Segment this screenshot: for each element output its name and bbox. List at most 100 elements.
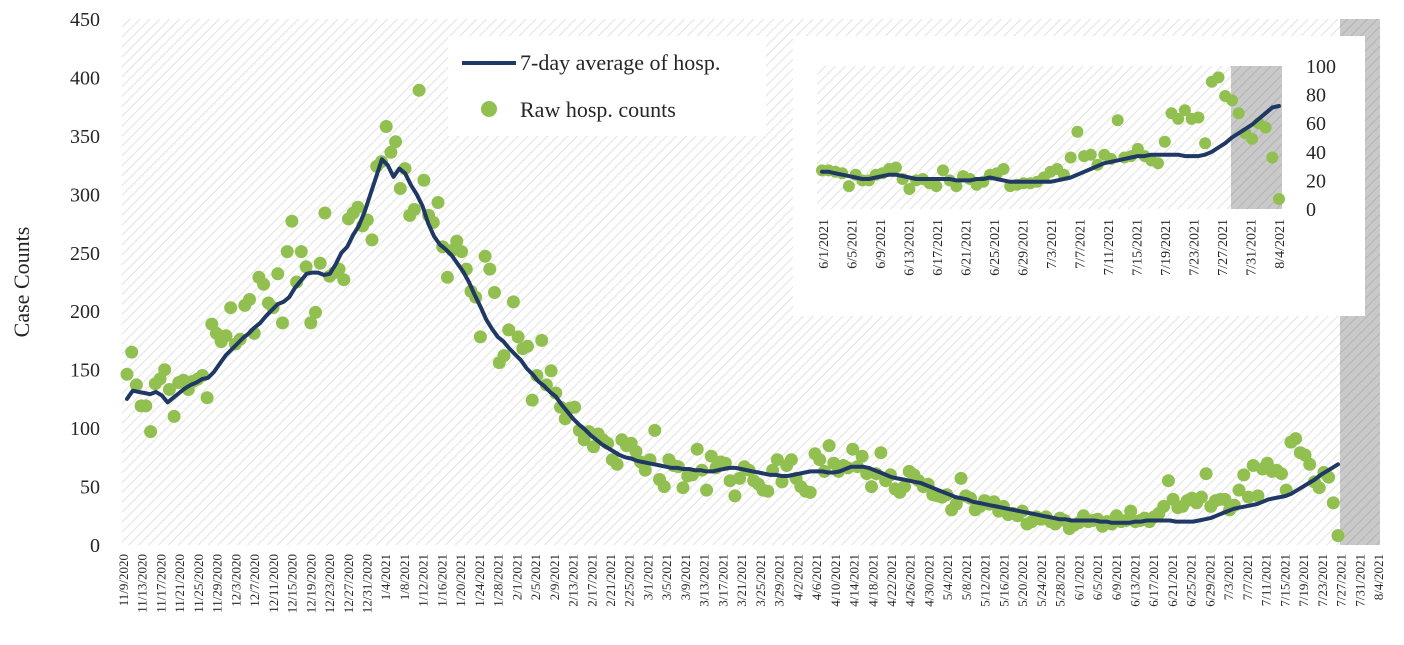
x-tick-label: 12/15/2020 [285, 554, 300, 613]
x-tick-label: 4/10/2021 [828, 554, 843, 607]
x-tick-label: 1/20/2021 [453, 554, 468, 607]
inset-y-tick-label: 60 [1306, 113, 1326, 135]
raw-count-point [318, 206, 332, 220]
legend-raw-label: Raw hosp. counts [520, 97, 676, 122]
raw-count-point [1251, 489, 1265, 503]
inset-x-tick-label: 7/27/2021 [1216, 219, 1231, 276]
inset-raw-count-point [950, 180, 963, 193]
raw-count-point [243, 293, 256, 306]
raw-count-point [200, 391, 214, 405]
raw-count-point [280, 245, 294, 259]
legend-background [448, 36, 766, 136]
x-tick-label: 2/13/2021 [566, 554, 581, 607]
x-tick-label: 5/4/2021 [940, 554, 955, 600]
x-tick-label: 1/12/2021 [416, 554, 431, 607]
x-tick-label: 7/7/2021 [1240, 554, 1255, 600]
x-tick-label: 12/23/2020 [322, 554, 337, 613]
x-tick-label: 2/1/2021 [509, 554, 524, 600]
raw-count-point [954, 471, 968, 485]
inset-x-tick-label: 6/13/2021 [903, 219, 918, 276]
raw-count-point [431, 196, 445, 209]
x-tick-label: 4/6/2021 [809, 554, 824, 600]
raw-count-point [483, 262, 497, 276]
inset-x-tick-label: 6/25/2021 [988, 219, 1003, 276]
x-axis-ticks: 11/9/2020 11/13/2020 11/17/2020 11/21/2020 1… [116, 554, 1386, 613]
x-tick-label: 12/7/2020 [247, 554, 262, 607]
x-tick-label: 2/21/2021 [603, 554, 618, 607]
x-tick-label: 6/13/2021 [1127, 554, 1142, 607]
x-tick-label: 6/17/2021 [1146, 554, 1161, 607]
y-tick-label: 250 [70, 243, 100, 265]
inset-raw-count-point [930, 180, 943, 193]
inset-raw-count-point [903, 183, 916, 195]
x-tick-label: 3/25/2021 [753, 554, 768, 607]
raw-count-point [276, 316, 289, 330]
raw-count-point [389, 135, 403, 149]
x-tick-label: 1/24/2021 [472, 554, 487, 607]
x-tick-label: 4/22/2021 [884, 554, 899, 607]
y-tick-label: 300 [70, 184, 100, 206]
raw-count-point [304, 316, 318, 330]
raw-count-point [299, 260, 313, 274]
inset-y-axis-ticks: 0 20 40 60 80 100 [1306, 56, 1336, 221]
x-tick-label: 7/27/2021 [1334, 554, 1349, 607]
x-tick-label: 12/31/2020 [360, 554, 375, 613]
raw-count-point [120, 367, 134, 381]
x-tick-label: 1/28/2021 [491, 554, 506, 607]
raw-count-point [257, 277, 271, 291]
x-tick-label: 3/9/2021 [678, 554, 693, 600]
raw-count-point [770, 453, 784, 467]
raw-count-point [162, 383, 176, 396]
x-tick-label: 11/21/2020 [172, 554, 187, 613]
raw-count-point [450, 234, 464, 248]
raw-count-point [393, 182, 407, 195]
raw-count-point [728, 489, 742, 503]
x-tick-label: 3/1/2021 [640, 554, 655, 600]
inset-raw-count-point [1259, 121, 1272, 134]
inset-raw-count-point [937, 164, 949, 177]
inset-y-tick-label: 0 [1306, 199, 1316, 221]
y-tick-label: 50 [80, 477, 100, 499]
raw-count-point [535, 333, 549, 347]
raw-count-point [1326, 496, 1340, 510]
x-tick-label: 4/18/2021 [865, 554, 880, 607]
inset-raw-count-point [842, 180, 855, 193]
raw-count-point [813, 453, 827, 467]
x-tick-label: 4/2/2021 [790, 554, 805, 600]
x-tick-label: 4/26/2021 [903, 554, 918, 607]
x-tick-label: 5/24/2021 [1034, 554, 1049, 607]
x-tick-label: 11/29/2020 [210, 554, 225, 613]
x-tick-label: 11/25/2020 [191, 554, 206, 613]
raw-count-point [610, 457, 624, 471]
inset-y-tick-label: 20 [1306, 170, 1326, 192]
raw-count-point [384, 145, 398, 159]
raw-count-point [379, 120, 393, 133]
inset-x-tick-label: 7/23/2021 [1188, 219, 1203, 276]
raw-count-point [1312, 481, 1326, 495]
inset-raw-count-point [1084, 148, 1097, 161]
x-tick-label: 3/13/2021 [697, 554, 712, 607]
inset-raw-count-point [1266, 151, 1279, 164]
raw-count-point [775, 475, 789, 489]
raw-count-point [1237, 468, 1251, 482]
x-tick-label: 2/5/2021 [528, 554, 543, 600]
x-tick-label: 6/9/2021 [1109, 554, 1124, 600]
x-tick-label: 7/11/2021 [1259, 554, 1274, 606]
raw-count-point [139, 399, 153, 413]
raw-count-point [1331, 529, 1345, 543]
raw-count-point [521, 339, 534, 353]
x-tick-label: 11/17/2020 [153, 554, 168, 613]
raw-count-point [846, 442, 860, 456]
x-tick-label: 1/8/2021 [397, 554, 412, 600]
raw-count-point [784, 453, 798, 467]
raw-count-point [733, 471, 747, 485]
raw-count-point [144, 425, 158, 439]
raw-count-point [1161, 474, 1175, 488]
raw-count-point [224, 301, 238, 315]
inset-seven-day-average-line [820, 104, 1281, 184]
y-tick-label: 350 [70, 126, 100, 148]
raw-count-point [1194, 490, 1208, 504]
raw-count-point [511, 330, 525, 344]
raw-count-point [407, 203, 421, 216]
